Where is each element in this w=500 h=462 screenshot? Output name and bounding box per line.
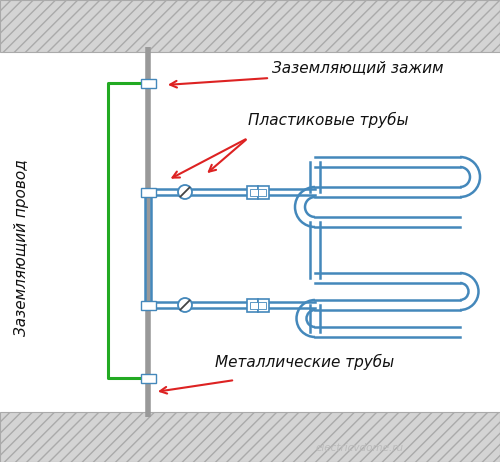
Bar [258, 302, 266, 309]
Bar [250, 188, 258, 195]
Bar [140, 300, 156, 310]
Text: Металлические трубы: Металлические трубы [215, 354, 394, 370]
Bar [140, 373, 156, 383]
Text: Пластиковые трубы: Пластиковые трубы [248, 112, 408, 128]
Bar [247, 186, 258, 199]
Bar [0, 0, 500, 52]
Bar [0, 412, 500, 462]
Bar [258, 186, 269, 199]
Bar [247, 298, 258, 311]
Text: Заземляющий зажим: Заземляющий зажим [272, 61, 444, 75]
Circle shape [178, 298, 192, 312]
Bar [250, 302, 258, 309]
Bar [140, 79, 156, 87]
Text: electricvdome.ru: electricvdome.ru [316, 443, 404, 453]
Bar [258, 298, 269, 311]
Text: Заземляющий провод: Заземляющий провод [14, 160, 30, 336]
Bar [140, 188, 156, 196]
Circle shape [178, 185, 192, 199]
Bar [258, 188, 266, 195]
